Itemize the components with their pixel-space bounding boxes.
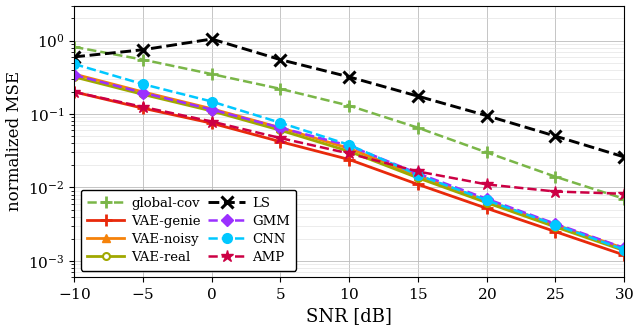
GMM — [276, 126, 284, 130]
global-cov — [483, 150, 490, 154]
VAE-real — [483, 201, 490, 205]
VAE-noisy — [414, 174, 422, 178]
VAE-noisy — [208, 107, 216, 111]
AMP — [70, 90, 78, 94]
LS — [552, 134, 559, 138]
VAE-noisy — [276, 126, 284, 130]
Line: CNN: CNN — [69, 59, 629, 255]
LS — [620, 155, 628, 159]
VAE-real — [552, 225, 559, 229]
CNN — [70, 62, 78, 66]
CNN — [414, 173, 422, 177]
GMM — [346, 144, 353, 148]
VAE-genie — [620, 253, 628, 257]
CNN — [208, 100, 216, 104]
global-cov — [70, 45, 78, 49]
Line: LS: LS — [68, 33, 630, 163]
CNN — [346, 143, 353, 147]
AMP — [483, 182, 490, 186]
AMP — [139, 105, 147, 109]
VAE-noisy — [70, 72, 78, 76]
LS — [483, 114, 490, 118]
CNN — [276, 121, 284, 125]
X-axis label: SNR [dB]: SNR [dB] — [307, 307, 392, 325]
VAE-real — [414, 176, 422, 180]
VAE-genie — [552, 230, 559, 234]
VAE-genie — [276, 140, 284, 144]
AMP — [208, 119, 216, 123]
global-cov — [620, 197, 628, 201]
global-cov — [208, 72, 216, 76]
CNN — [552, 223, 559, 227]
VAE-genie — [414, 182, 422, 186]
VAE-real — [139, 92, 147, 96]
Line: global-cov: global-cov — [68, 41, 630, 204]
VAE-noisy — [483, 199, 490, 203]
GMM — [139, 91, 147, 95]
global-cov — [414, 126, 422, 130]
GMM — [414, 171, 422, 175]
Legend: global-cov, VAE-genie, VAE-noisy, VAE-real, LS, GMM, CNN, AMP: global-cov, VAE-genie, VAE-noisy, VAE-re… — [81, 190, 296, 270]
AMP — [414, 169, 422, 173]
VAE-noisy — [620, 246, 628, 250]
CNN — [483, 198, 490, 202]
Y-axis label: normalized MSE: normalized MSE — [6, 71, 22, 212]
AMP — [346, 152, 353, 156]
VAE-real — [276, 128, 284, 132]
AMP — [620, 192, 628, 196]
global-cov — [276, 87, 284, 91]
LS — [70, 55, 78, 59]
GMM — [552, 222, 559, 226]
VAE-real — [208, 109, 216, 113]
VAE-genie — [139, 106, 147, 110]
global-cov — [139, 58, 147, 62]
VAE-real — [70, 75, 78, 79]
VAE-noisy — [552, 223, 559, 227]
GMM — [620, 246, 628, 250]
VAE-noisy — [346, 146, 353, 150]
VAE-real — [346, 149, 353, 153]
global-cov — [346, 104, 353, 108]
Line: GMM: GMM — [70, 71, 628, 252]
VAE-genie — [346, 158, 353, 162]
LS — [276, 58, 284, 62]
VAE-noisy — [139, 90, 147, 94]
LS — [414, 94, 422, 98]
LS — [346, 75, 353, 79]
VAE-genie — [483, 206, 490, 210]
AMP — [276, 136, 284, 140]
LS — [208, 37, 216, 41]
CNN — [139, 82, 147, 86]
CNN — [620, 248, 628, 252]
GMM — [208, 108, 216, 112]
VAE-genie — [70, 90, 78, 94]
VAE-genie — [208, 121, 216, 125]
GMM — [70, 73, 78, 77]
global-cov — [552, 175, 559, 179]
GMM — [483, 197, 490, 201]
VAE-real — [620, 249, 628, 253]
AMP — [552, 190, 559, 194]
Line: AMP: AMP — [68, 86, 630, 200]
Line: VAE-noisy: VAE-noisy — [70, 70, 628, 253]
Line: VAE-genie: VAE-genie — [68, 86, 630, 260]
LS — [139, 48, 147, 52]
Line: VAE-real: VAE-real — [71, 73, 628, 254]
